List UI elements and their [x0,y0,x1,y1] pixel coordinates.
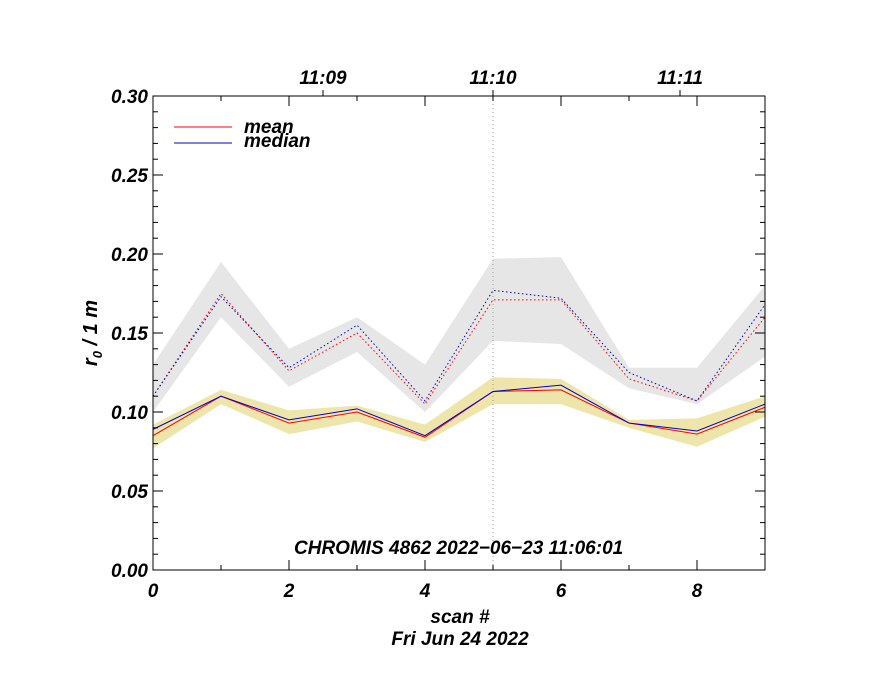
x-tick-label: 8 [692,581,703,602]
series-line-dotted-3 [152,289,766,402]
chart-annotation: CHROMIS 4862 2022−06−23 11:06:01 [294,538,623,559]
band-1 [153,377,765,449]
y-tick-label: 0.05 [111,482,148,503]
series-line-median [152,384,766,437]
date-label: Fri Jun 24 2022 [391,629,529,650]
axis-ticks [152,90,766,571]
y-axis-label-subscript: 0 [90,350,105,358]
legend: mean median [174,117,311,152]
legend-label-median: median [244,131,311,152]
confidence-bands [153,257,765,449]
time-tick-label: 11:11 [657,68,703,89]
x-tick-label: 2 [283,581,295,602]
y-tick-label: 0.00 [111,561,148,582]
series-line-dotted-2 [152,292,766,405]
x-axis-label: scan # [430,607,490,628]
y-axis-label-main: r [80,357,102,366]
band-0 [153,257,765,412]
x-tick-label: 4 [419,581,431,602]
y-tick-label: 0.30 [111,87,148,108]
x-tick-label: 6 [556,581,567,602]
y-tick-label: 0.20 [111,245,148,266]
series-line-mean [152,389,766,438]
y-axis-label: r0 / 1 m [80,300,105,366]
legend-label-mean: mean [244,117,294,138]
y-axis-label-rest: / 1 m [80,300,102,351]
y-tick-label: 0.15 [111,324,148,345]
y-tick-label: 0.10 [111,403,148,424]
x-tick-label: 0 [148,581,159,602]
y-tick-label: 0.25 [111,166,148,187]
series-lines [152,289,766,438]
time-tick-label: 11:09 [299,68,347,89]
time-tick-label: 11:10 [469,68,517,89]
tick-labels: 0 2 4 6 8 0.00 0.05 0.10 0.15 0.20 0.25 0.30 11:09 11… [111,68,703,602]
